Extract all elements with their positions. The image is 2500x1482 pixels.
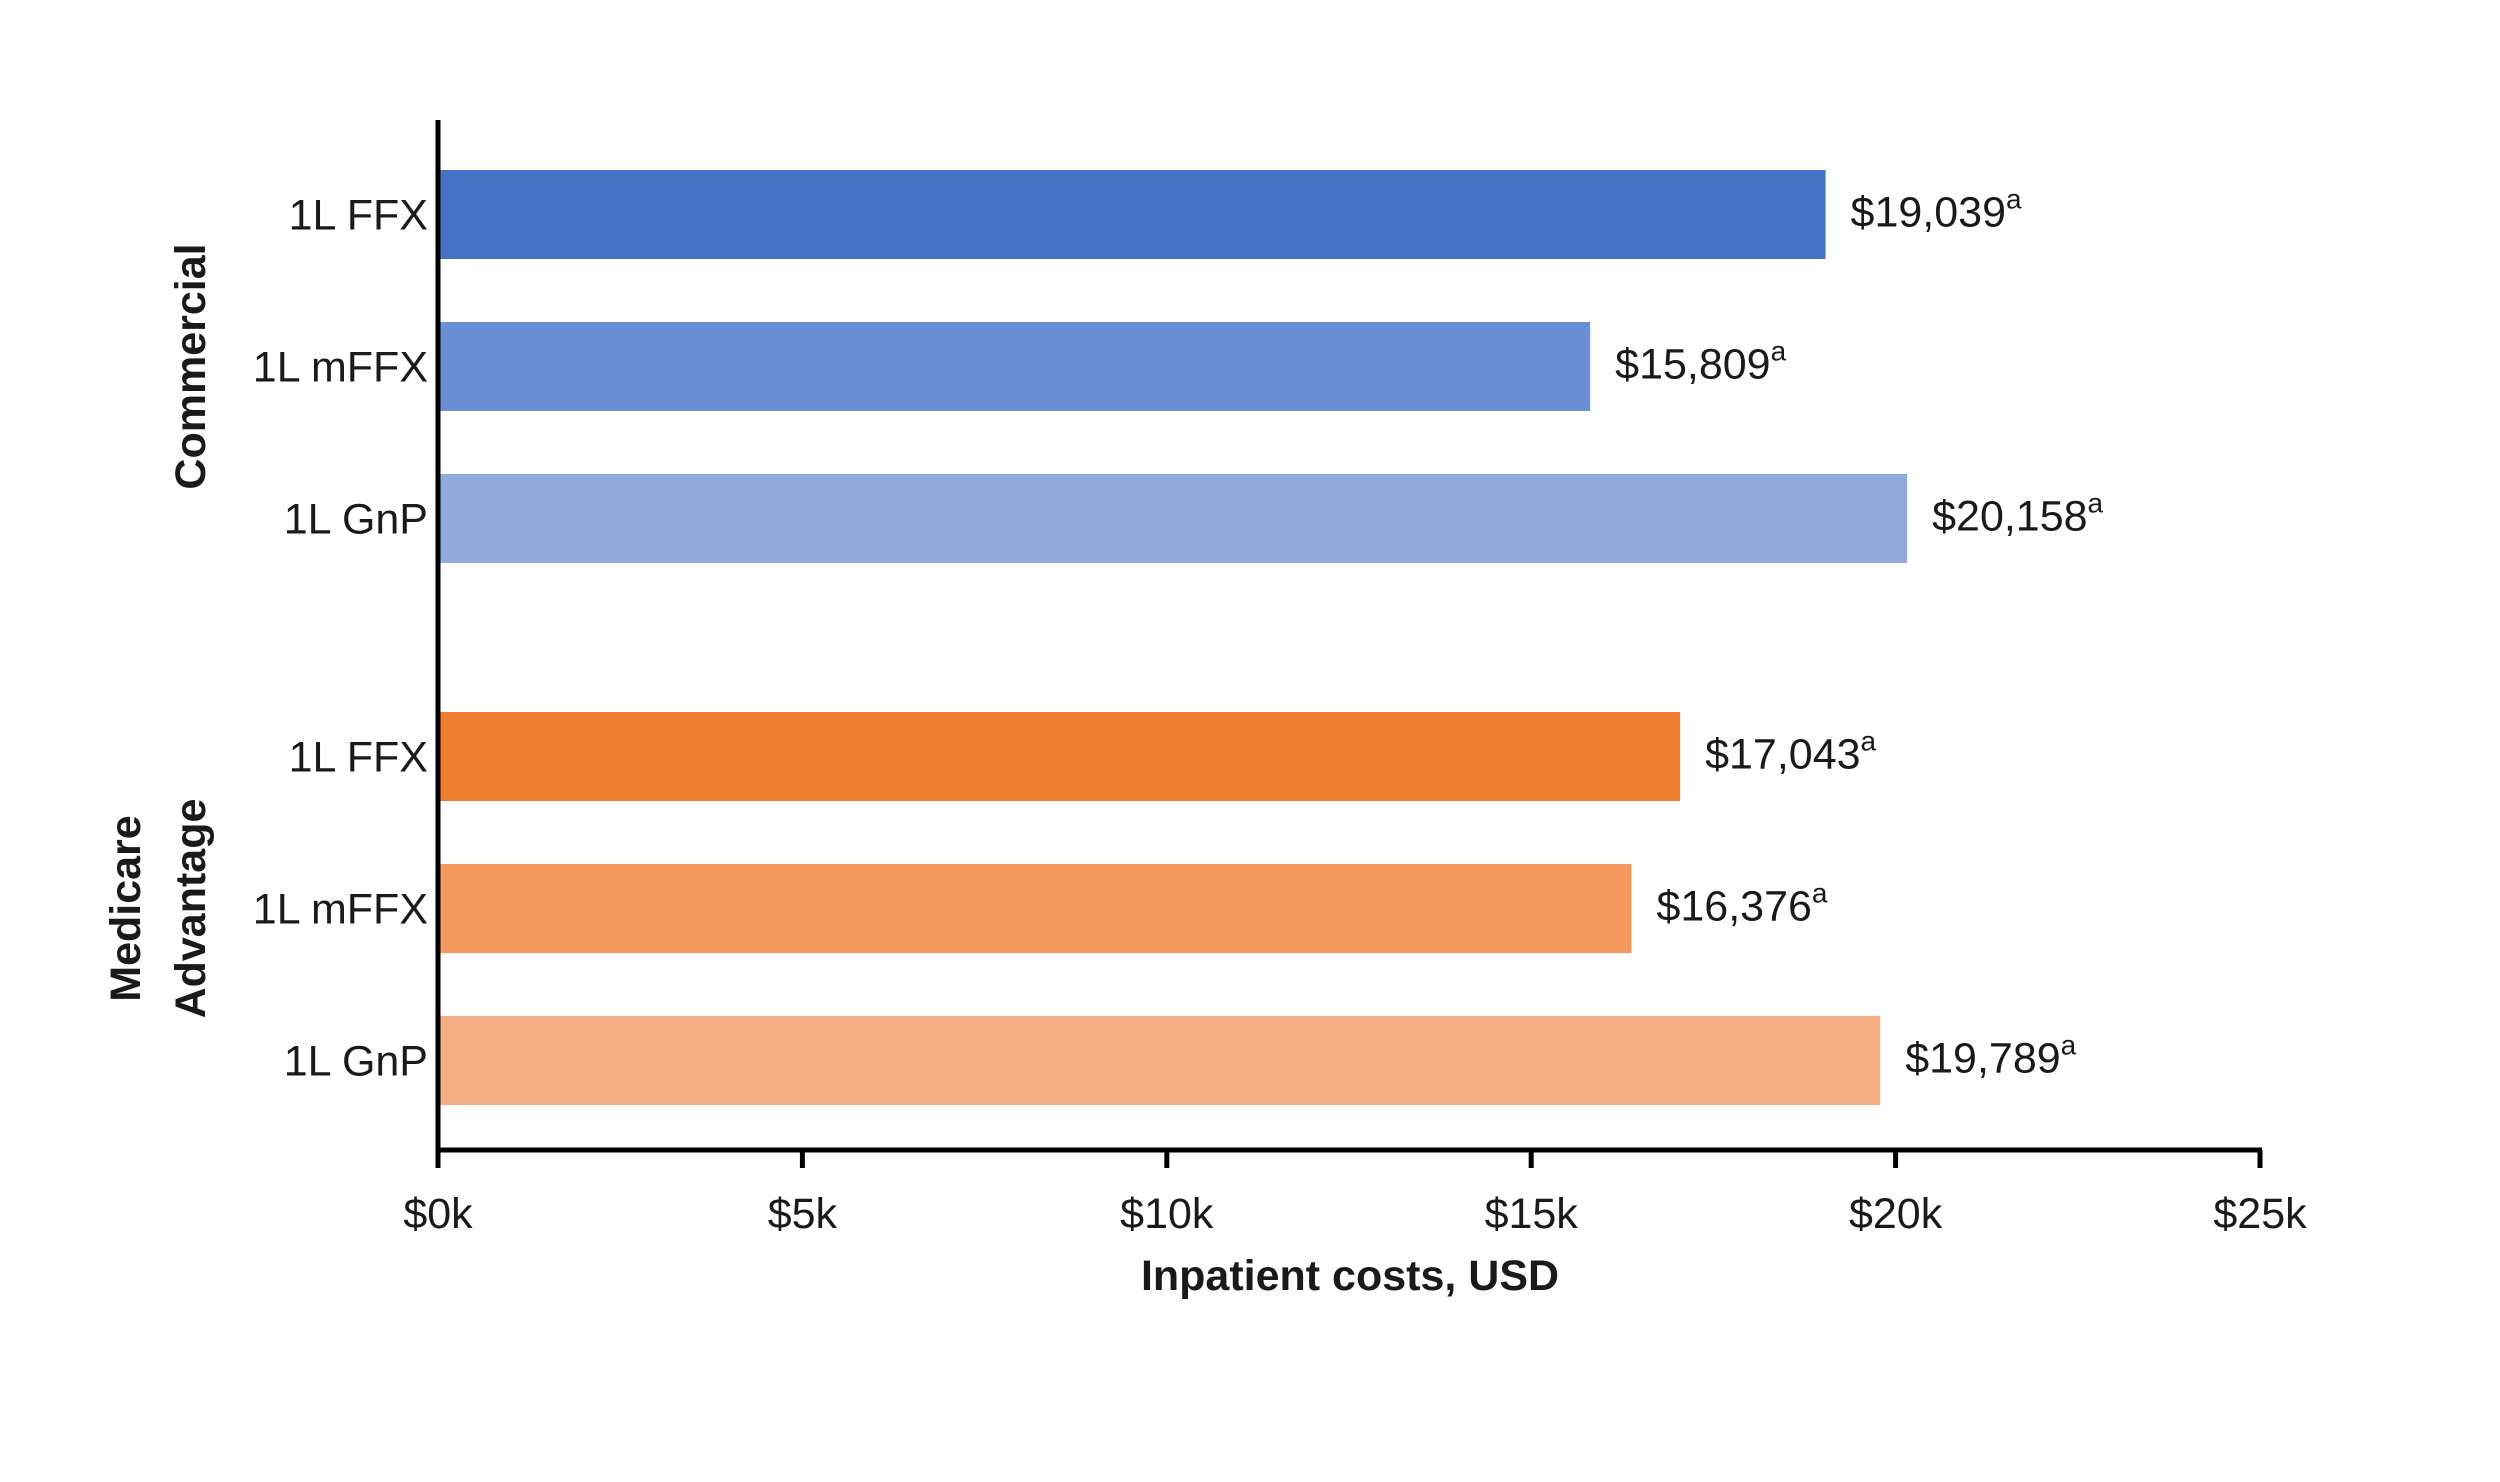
value-label: $15,809a xyxy=(1615,336,1786,389)
x-tick-label: $15k xyxy=(1485,1190,1579,1238)
category-label: 1L mFFX xyxy=(253,344,428,392)
category-label: 1L GnP xyxy=(284,1038,428,1086)
group-label: Commercial xyxy=(167,243,215,489)
category-label: 1L GnP xyxy=(284,496,428,544)
x-tick-label: $5k xyxy=(768,1190,838,1238)
bar-medicare-advantage-1l-ffx xyxy=(438,712,1681,801)
value-superscript: a xyxy=(2061,1030,2077,1061)
x-tick-label: $20k xyxy=(1849,1190,1943,1238)
value-label: $16,376a xyxy=(1656,878,1827,931)
bar-commercial-1l-mffx xyxy=(438,322,1591,411)
labels-layer: 1L FFX $19,039a 1L mFFX $15,809a 1L GnP $20,1… xyxy=(102,184,2307,1239)
value-label: $20,158a xyxy=(1932,488,2103,541)
x-tick-label: $10k xyxy=(1120,1190,1214,1238)
x-tick-label: $25k xyxy=(2213,1190,2307,1238)
bar-commercial-1l-gnp xyxy=(438,474,1908,563)
value-label: $17,043a xyxy=(1705,726,1876,779)
category-label: 1L FFX xyxy=(289,734,428,782)
value-superscript: a xyxy=(2088,488,2104,519)
axes-layer xyxy=(435,120,2263,1168)
group-label: Medicare xyxy=(102,815,150,1001)
value-superscript: a xyxy=(1861,726,1877,757)
bar-commercial-1l-ffx xyxy=(438,170,1826,259)
category-label: 1L mFFX xyxy=(253,886,428,934)
bars-layer xyxy=(438,170,1908,1105)
x-axis-title: Inpatient costs, USD xyxy=(1141,1252,1559,1300)
value-superscript: a xyxy=(1812,878,1828,909)
x-tick-label: $0k xyxy=(403,1190,473,1238)
category-label: 1L FFX xyxy=(289,192,428,240)
value-label: $19,789a xyxy=(1905,1030,2076,1083)
bar-medicare-advantage-1l-mffx xyxy=(438,864,1632,953)
value-label: $19,039a xyxy=(1851,184,2022,237)
value-superscript: a xyxy=(2006,184,2022,215)
group-label: Advantage xyxy=(167,799,215,1019)
value-superscript: a xyxy=(1771,336,1787,367)
bar-medicare-advantage-1l-gnp xyxy=(438,1016,1881,1105)
